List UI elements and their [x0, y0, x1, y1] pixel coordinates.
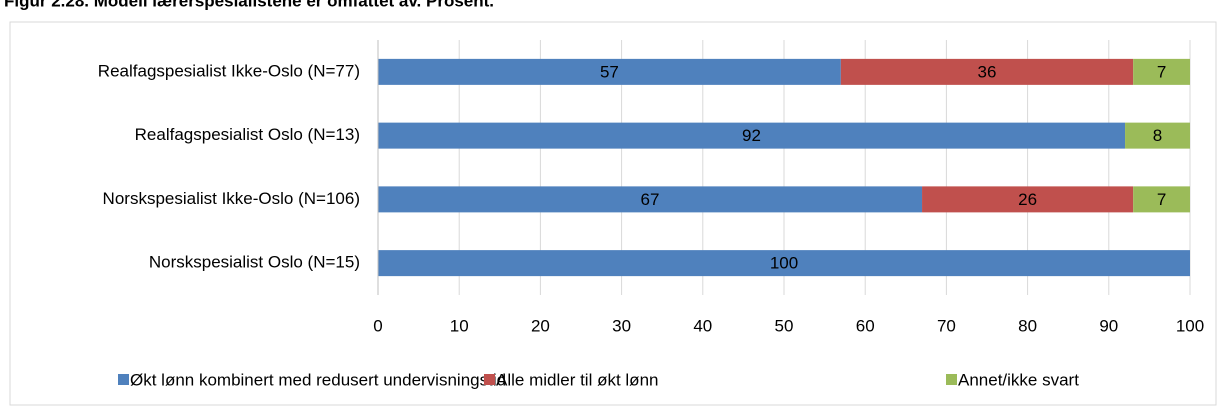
- chart-border: [9, 21, 1217, 406]
- y-tick-label: Realfagspesialist Ikke-Oslo (N=77): [98, 61, 360, 80]
- legend-swatch: [484, 374, 495, 385]
- x-tick-label: 20: [531, 316, 550, 335]
- data-label: 67: [641, 190, 660, 209]
- data-label: 7: [1157, 190, 1166, 209]
- x-tick-label: 80: [1018, 316, 1037, 335]
- x-tick-label: 50: [775, 316, 794, 335]
- y-tick-label: Norskspesialist Ikke-Oslo (N=106): [103, 189, 360, 208]
- data-label: 57: [600, 62, 619, 81]
- bar-segment: [1133, 186, 1190, 213]
- x-tick-label: 30: [612, 316, 631, 335]
- x-tick-label: 60: [856, 316, 875, 335]
- data-label: 92: [742, 126, 761, 145]
- x-tick-label: 70: [937, 316, 956, 335]
- bar-segment: [378, 58, 841, 85]
- data-label: 100: [770, 254, 798, 273]
- x-tick-label: 10: [450, 316, 469, 335]
- x-tick-label: 40: [693, 316, 712, 335]
- bar-segment: [1133, 58, 1190, 85]
- legend-label: Alle midler til økt lønn: [496, 370, 658, 389]
- legend-label: Økt lønn kombinert med redusert undervis…: [130, 370, 506, 389]
- bar-segment: [840, 58, 1134, 85]
- y-tick-label: Norskspesialist Oslo (N=15): [149, 253, 360, 272]
- y-tick-label: Realfagspesialist Oslo (N=13): [135, 125, 360, 144]
- bar-segment: [378, 250, 1190, 277]
- legend-label: Annet/ikke svart: [958, 370, 1079, 389]
- chart-title: Figur 2.28. Modell lærerspesialistene er…: [4, 0, 494, 10]
- x-tick-label: 0: [373, 316, 382, 335]
- x-tick-label: 100: [1176, 316, 1204, 335]
- data-label: 26: [1018, 190, 1037, 209]
- data-label: 36: [978, 62, 997, 81]
- legend-swatch: [946, 374, 957, 385]
- bar-segment: [1125, 122, 1190, 149]
- bar-segment: [922, 186, 1134, 213]
- bar-segment: [378, 122, 1126, 149]
- data-label: 8: [1153, 126, 1162, 145]
- bar-segment: [378, 186, 923, 213]
- x-tick-label: 90: [1099, 316, 1118, 335]
- legend-swatch: [118, 374, 129, 385]
- data-label: 7: [1157, 62, 1166, 81]
